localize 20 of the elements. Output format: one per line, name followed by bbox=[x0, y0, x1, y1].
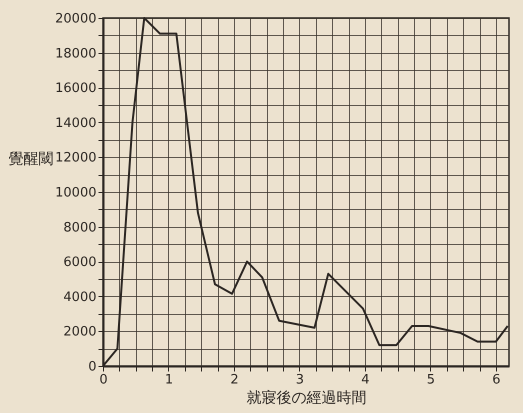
y-axis-title: 覺醒閾 bbox=[8, 150, 54, 168]
x-tick-label: 2 bbox=[230, 372, 239, 388]
x-tick-label: 5 bbox=[426, 372, 436, 388]
y-tick-label: 0 bbox=[88, 360, 96, 374]
y-tick-label: 20000 bbox=[55, 12, 96, 26]
y-tick-label: 12000 bbox=[55, 150, 96, 166]
x-tick-label: 4 bbox=[361, 372, 370, 388]
x-tick-label: 1 bbox=[164, 372, 174, 388]
y-tick-label: 6000 bbox=[63, 255, 96, 270]
y-tick-label: 2000 bbox=[63, 324, 96, 340]
y-tick-label: 10000 bbox=[55, 186, 96, 200]
x-tick-label: 0 bbox=[99, 372, 108, 388]
y-tick-label: 14000 bbox=[55, 116, 96, 131]
x-axis-title: 就寢後の經過時間 bbox=[246, 388, 366, 406]
x-tick-label: 6 bbox=[492, 372, 501, 388]
y-tick-label: 16000 bbox=[55, 81, 96, 96]
y-tick-label: 18000 bbox=[55, 46, 96, 62]
y-tick-label: 4000 bbox=[63, 290, 96, 305]
y-tick-label: 8000 bbox=[63, 220, 96, 236]
x-tick-label: 3 bbox=[296, 372, 304, 388]
